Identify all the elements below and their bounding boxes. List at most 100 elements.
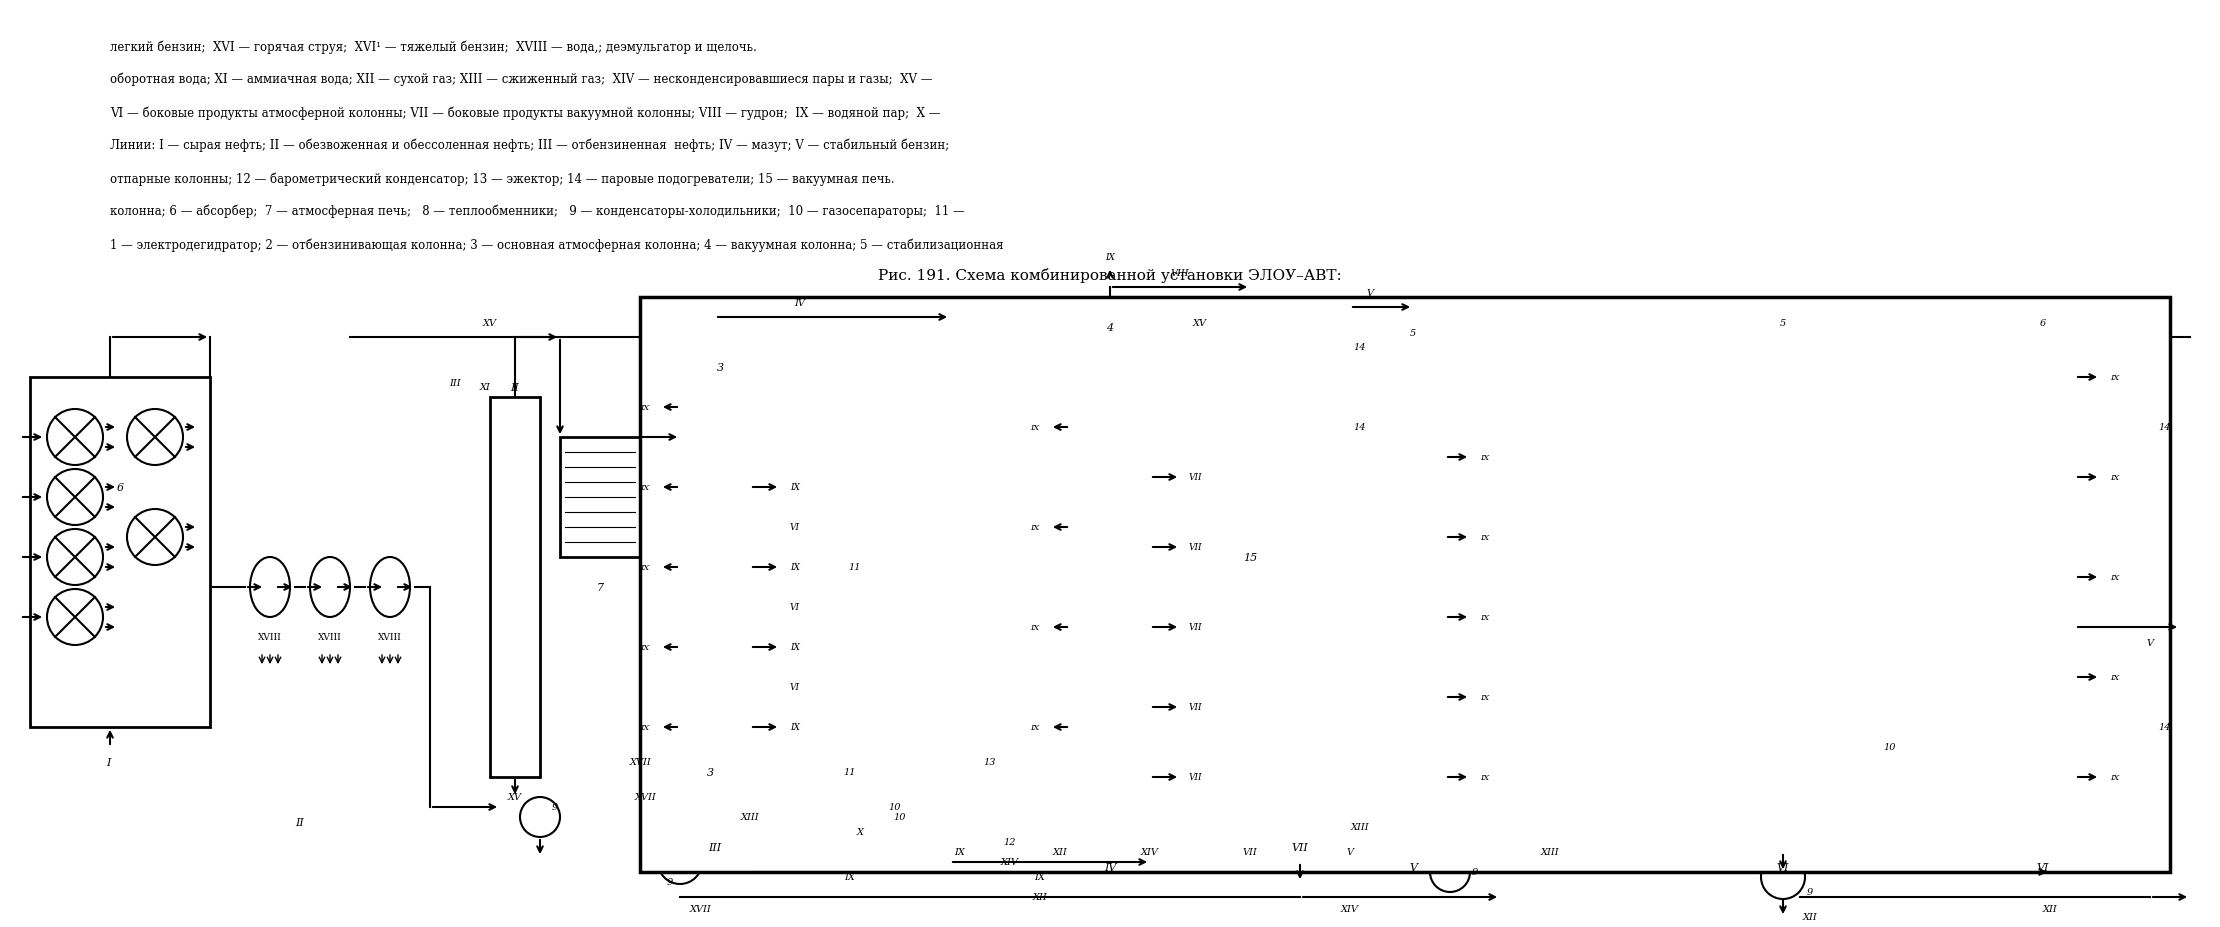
Text: IX: IX: [1481, 773, 1490, 781]
Text: XIV: XIV: [1141, 847, 1159, 857]
Text: XV: XV: [484, 318, 497, 327]
Text: IX: IX: [844, 872, 855, 882]
Text: 9: 9: [1807, 887, 1814, 896]
Text: IX: IX: [1106, 253, 1114, 262]
Text: IX: IX: [790, 483, 799, 492]
Text: 3: 3: [706, 768, 713, 777]
Text: 1 — электродегидратор; 2 — отбензинивающая колонна; 3 — основная атмосферная кол: 1 — электродегидратор; 2 — отбензинивающ…: [111, 237, 1003, 251]
Text: IX: IX: [639, 564, 650, 571]
Text: 5: 5: [1780, 318, 1787, 327]
Text: XVIII: XVIII: [258, 633, 282, 641]
Text: оборотная вода; XI — аммиачная вода; XII — сухой газ; XIII — сжиженный газ;  XIV: оборотная вода; XI — аммиачная вода; XII…: [111, 73, 932, 86]
Circle shape: [1312, 330, 1348, 365]
Text: IX: IX: [1481, 533, 1490, 541]
Text: 12: 12: [1003, 838, 1017, 846]
Text: VII: VII: [1188, 543, 1201, 552]
Circle shape: [2120, 707, 2160, 747]
Circle shape: [47, 529, 102, 585]
Text: XVIII: XVIII: [377, 633, 402, 641]
Text: 14: 14: [1354, 343, 1365, 352]
Text: XII: XII: [1032, 893, 1048, 902]
Text: IX: IX: [790, 723, 799, 731]
Text: 10: 10: [888, 803, 901, 812]
Text: VII: VII: [1243, 847, 1257, 857]
Text: IX: IX: [1030, 524, 1039, 531]
Text: IX: IX: [2111, 374, 2120, 382]
Text: IX: IX: [2111, 474, 2120, 481]
Text: III: III: [448, 378, 462, 387]
Text: V: V: [1348, 847, 1354, 857]
Text: IX: IX: [1481, 614, 1490, 621]
Text: IX: IX: [639, 403, 650, 412]
Text: отпарные колонны; 12 — барометрический конденсатор; 13 — эжектор; 14 — паровые п: отпарные колонны; 12 — барометрический к…: [111, 171, 895, 185]
Text: IX: IX: [1035, 872, 1046, 882]
Text: 3: 3: [717, 362, 724, 373]
Text: VI: VI: [790, 523, 799, 532]
Bar: [1201, 387, 1301, 538]
Text: IX: IX: [790, 563, 799, 572]
Text: 6: 6: [2040, 318, 2047, 327]
Text: 15: 15: [1243, 552, 1257, 563]
Text: IX: IX: [639, 643, 650, 652]
Text: VI: VI: [790, 683, 799, 692]
Text: IV: IV: [1103, 862, 1117, 872]
Text: XIV: XIV: [1001, 857, 1019, 867]
Bar: [2009, 337, 2076, 847]
Text: IX: IX: [955, 847, 966, 857]
Text: III: III: [708, 842, 722, 852]
Circle shape: [1430, 852, 1470, 892]
Text: 9: 9: [1472, 868, 1479, 877]
Text: IX: IX: [2111, 574, 2120, 581]
Text: VII: VII: [1188, 623, 1201, 632]
Ellipse shape: [251, 557, 291, 617]
Text: IX: IX: [1030, 424, 1039, 432]
Bar: [810, 408, 835, 467]
Text: IX: IX: [1030, 623, 1039, 631]
Text: 9: 9: [553, 803, 557, 812]
Ellipse shape: [371, 557, 411, 617]
Text: XI: XI: [480, 383, 491, 392]
Text: легкий бензин;  XVI — горячая струя;  XVI¹ — тяжелый бензин;  XVIII — вода,; деэ: легкий бензин; XVI — горячая струя; XVI¹…: [111, 40, 757, 54]
Text: 7: 7: [597, 582, 604, 592]
Text: 5: 5: [1410, 328, 1416, 337]
Text: IX: IX: [1481, 693, 1490, 701]
Text: 4: 4: [1106, 323, 1114, 333]
Bar: [559, 438, 639, 557]
Circle shape: [47, 469, 102, 526]
Bar: [679, 358, 750, 827]
Circle shape: [519, 797, 559, 837]
Circle shape: [47, 410, 102, 465]
Text: 9: 9: [666, 878, 673, 886]
Bar: [491, 398, 539, 777]
Text: 10: 10: [895, 813, 906, 821]
Text: XVII: XVII: [628, 757, 650, 767]
Text: XIII: XIII: [741, 813, 759, 821]
Text: IX: IX: [790, 642, 799, 652]
Circle shape: [127, 510, 182, 565]
Text: XVII: XVII: [635, 793, 655, 802]
Bar: [1221, 597, 1250, 657]
Text: Рис. 191. Схема комбинированной установки ЭЛОУ–АВТ:: Рис. 191. Схема комбинированной установк…: [879, 268, 1341, 283]
Text: V: V: [2147, 638, 2153, 647]
Text: VII: VII: [1292, 842, 1308, 852]
Text: XII: XII: [1803, 912, 1818, 921]
Text: VI: VI: [2036, 862, 2049, 872]
Circle shape: [850, 787, 890, 827]
Text: IX: IX: [639, 484, 650, 491]
Circle shape: [1008, 795, 1052, 839]
Circle shape: [657, 840, 702, 884]
Bar: [810, 567, 835, 628]
Text: VI: VI: [790, 603, 799, 612]
Bar: [1381, 348, 1445, 847]
Polygon shape: [970, 727, 1010, 747]
Text: 14: 14: [1354, 423, 1365, 432]
Text: 11: 11: [844, 768, 857, 777]
Text: IX: IX: [1481, 453, 1490, 462]
Circle shape: [1760, 855, 1805, 899]
Text: 6: 6: [115, 482, 124, 492]
Circle shape: [127, 410, 182, 465]
Text: XVII: XVII: [688, 905, 710, 913]
Text: XIII: XIII: [1541, 847, 1558, 857]
Bar: [1221, 687, 1250, 747]
Text: X: X: [857, 828, 864, 836]
